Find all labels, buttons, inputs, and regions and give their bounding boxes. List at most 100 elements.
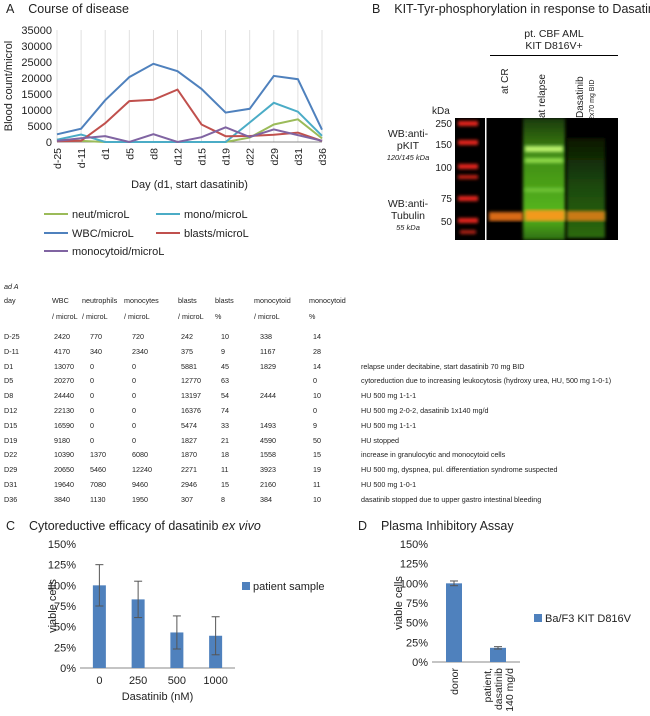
table-cell-blasts: 2946 <box>181 480 197 489</box>
table-cell-blastsp: 11 <box>221 465 229 475</box>
x-tick-label: dasatinib <box>493 668 505 710</box>
table-cell-blastsp: 10 <box>221 332 229 341</box>
y-tick-label: 50% <box>54 622 76 634</box>
blot-title: KIT-Tyr-phosphorylation in response to D… <box>394 2 650 16</box>
table-cell-wbc: 22130 <box>54 406 74 415</box>
table-cell-blasts: 242 <box>181 332 193 341</box>
table-header: monocytoid <box>309 296 346 305</box>
table-cell-mcytp: 10 <box>313 494 321 504</box>
table-cell-blasts: 12770 <box>181 376 201 386</box>
legend-label: WBC/microL <box>72 228 134 240</box>
bar <box>490 647 506 662</box>
marker-250: 250 <box>435 119 452 130</box>
table-cell-wbc: 2420 <box>54 332 70 341</box>
x-tick-label: d8 <box>148 148 160 160</box>
table-cell-note: HU 500 mg 1-1-1 <box>361 391 417 401</box>
y-tick-label: 25000 <box>21 57 52 69</box>
table-cell-mono: 0 <box>132 361 136 371</box>
table-cell-mono: 9460 <box>132 480 148 489</box>
table-cell-mcytp: 15 <box>313 450 321 460</box>
x-tick-label: d29 <box>269 148 281 166</box>
y-tick-label: 5000 <box>28 121 52 133</box>
table-cell-wbc: 4170 <box>54 346 70 356</box>
panel-letter: C <box>6 519 16 533</box>
wb-pkit-line1: WB:anti- <box>387 128 429 140</box>
table-cell-wbc: 9180 <box>54 435 70 445</box>
panel-letter: A <box>6 2 15 16</box>
series-line-monomicrol <box>56 101 323 143</box>
panel-c-title: C Cytoreductive efficacy of dasatinib ex… <box>6 519 261 533</box>
series-line-wbcmicrol <box>56 62 323 136</box>
plasma-inhibitory-bar-chart: 0% 25% 50% 75% 100% 125% 150% donor patient, dasa… <box>393 539 632 712</box>
course-of-disease-line-chart: 0 5000 10000 15000 20000 25000 30000 35000 d-25 d… <box>3 25 329 258</box>
table-cell-day: D36 <box>4 494 18 504</box>
table-cell-mcyt: 1493 <box>260 420 276 430</box>
table-header-unit: / microL <box>254 312 280 321</box>
table-cell-day: D15 <box>4 420 18 430</box>
table-cell-blasts: 1870 <box>181 450 197 460</box>
lane-label-dasatinib: Dasatinib <box>575 76 586 118</box>
y-tick-label: 150% <box>400 539 428 551</box>
table-cell-mono: 6080 <box>132 450 148 460</box>
table-cell-blastsp: 15 <box>221 480 229 489</box>
table-header: neutrophils <box>82 296 118 305</box>
table-cell-note: increase in granulocytic and monocytoid … <box>361 450 506 460</box>
table-header-unit: / microL <box>52 312 78 321</box>
table-cell-day: D-25 <box>4 332 20 341</box>
table-cell-blasts: 13197 <box>181 391 201 401</box>
table-cell-blastsp: 21 <box>221 435 229 445</box>
table-cell-mono: 0 <box>132 376 136 386</box>
table-cell-note: HU 500 mg 2-0-2, dasatinib 1x140 mg/d <box>361 406 489 415</box>
x-tick-label: patient, <box>482 668 494 702</box>
chart-title: Course of disease <box>28 2 130 16</box>
table-cell-mcytp: 0 <box>313 406 317 415</box>
patient-label-line2: KIT D816V+ <box>525 40 583 52</box>
table-cell-blastsp: 8 <box>221 494 225 504</box>
table-cell-mcytp: 9 <box>313 420 317 430</box>
y-tick-label: 125% <box>48 560 76 572</box>
panel-d-title: D Plasma Inhibitory Assay <box>358 519 514 533</box>
legend-swatch <box>534 614 542 622</box>
y-tick-label: 75% <box>54 601 76 613</box>
lane-sublabel-dose: 2x70 mg BID <box>589 79 596 120</box>
y-axis-label: Blood count/microl <box>3 41 15 132</box>
table-cell-mono: 720 <box>132 332 144 341</box>
table-header: WBC <box>52 296 69 305</box>
blood-count-table: ad A day WBC neutrophils monocytes blasts bla… <box>4 282 650 508</box>
table-cell-mcytp: 28 <box>313 346 321 356</box>
table-cell-blastsp: 18 <box>221 450 229 460</box>
table-cell-blasts: 375 <box>181 346 193 356</box>
x-tick-label: d12 <box>172 148 184 166</box>
wb-tubulin-line2: Tubulin <box>390 210 426 222</box>
x-axis-label: Dasatinib (nM) <box>122 691 194 703</box>
x-tick-label: 140 mg/d <box>504 668 516 712</box>
table-cell-mcyt: 1167 <box>260 346 276 356</box>
x-tick-label: d-25 <box>52 148 64 169</box>
y-tick-label: 75% <box>406 598 428 610</box>
legend-swatch <box>242 582 250 590</box>
x-tick-label: 1000 <box>203 675 227 687</box>
y-tick-label: 0 <box>46 137 52 149</box>
marker-150: 150 <box>435 140 452 151</box>
legend-label: monocytoid/microL <box>72 246 164 258</box>
table-cell-mcyt: 2444 <box>260 391 276 401</box>
y-tick-label: 35000 <box>21 25 52 37</box>
table-cell-day: D1 <box>4 361 14 371</box>
y-tick-label: 20000 <box>21 73 52 85</box>
x-tick-label: d31 <box>293 148 305 166</box>
y-tick-label: 0% <box>60 663 76 675</box>
wb-tubulin-line1: WB:anti- <box>387 198 429 210</box>
table-header-unit: / microL <box>178 312 204 321</box>
y-axis-label: viable cells <box>47 579 59 633</box>
table-cell-day: D31 <box>4 480 18 489</box>
table-cell-mcyt: 4590 <box>260 435 276 445</box>
lane-label-relapse: at relapse <box>537 74 548 118</box>
table-header: monocytes <box>124 296 159 305</box>
table-cell-day: D29 <box>4 465 18 475</box>
table-cell-mono: 2340 <box>132 346 148 356</box>
table-cell-neut: 0 <box>90 391 94 401</box>
table-cell-neut: 0 <box>90 435 94 445</box>
table-cell-mono: 0 <box>132 391 136 401</box>
table-cell-mcyt: 384 <box>260 494 272 504</box>
table-cell-note: cytoreduction due to increasing leukocyt… <box>361 376 612 386</box>
